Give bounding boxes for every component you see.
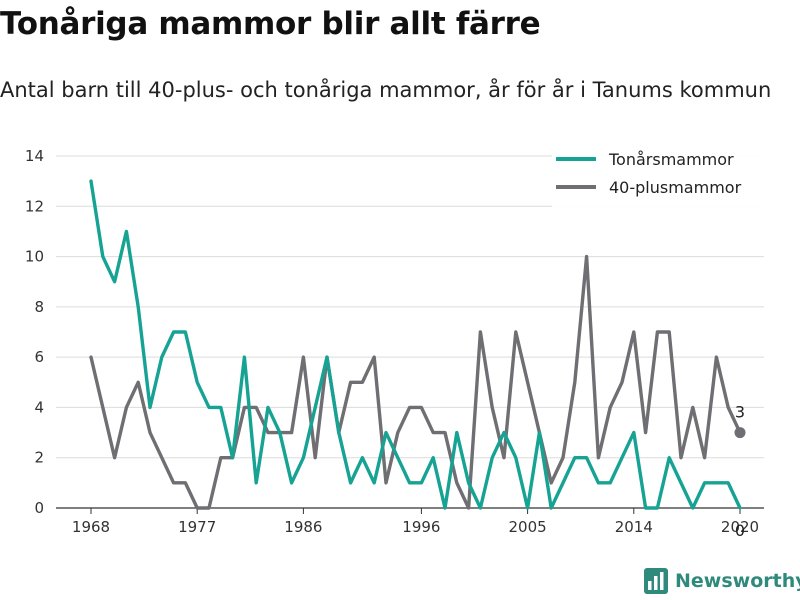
y-tick-label: 0 — [34, 499, 44, 517]
legend-label-tonarsmammor: Tonårsmammor — [608, 150, 734, 169]
x-axis: 1968 1977 1986 1996 2005 2014 2020 — [56, 507, 764, 536]
x-tick-label: 1968 — [72, 518, 110, 536]
series-lines — [89, 179, 742, 510]
series-line-40plusmammor — [89, 254, 742, 510]
chart-title: Tonåriga mammor blir allt färre — [0, 6, 541, 42]
x-tick-label: 1977 — [178, 518, 216, 536]
y-tick-label: 12 — [25, 197, 44, 215]
brand-logo[interactable]: Newsworthy — [644, 568, 800, 594]
brand-name: Newsworthy — [675, 570, 800, 592]
y-tick-label: 6 — [34, 348, 44, 366]
y-tick-label: 4 — [34, 398, 44, 416]
y-tick-label: 14 — [25, 147, 44, 165]
y-tick-label: 10 — [25, 248, 44, 266]
end-label-tonarsmammor: 0 — [735, 521, 745, 540]
end-labels: 30 — [734, 403, 746, 540]
end-point-40plusmammor — [734, 427, 746, 439]
chart-subtitle: Antal barn till 40-plus- och tonåriga ma… — [0, 78, 772, 102]
bar-chart-logo-icon — [644, 568, 668, 594]
y-tick-label: 2 — [34, 449, 44, 467]
end-label-40plusmammor: 3 — [735, 403, 745, 422]
x-tick-label: 2005 — [509, 518, 547, 536]
legend: Tonårsmammor 40-plusmammor — [552, 145, 764, 207]
legend-background — [552, 145, 764, 207]
y-axis-ticks: 0 2 4 6 8 10 12 14 — [25, 147, 44, 517]
y-tick-label: 8 — [34, 298, 44, 316]
series-line-tonrsmammor — [89, 179, 742, 510]
legend-label-40plusmammor: 40-plusmammor — [609, 178, 742, 197]
x-tick-label: 2014 — [615, 518, 653, 536]
x-tick-label: 1986 — [284, 518, 322, 536]
x-tick-label: 2020 — [721, 518, 759, 536]
x-tick-label: 1996 — [402, 518, 440, 536]
